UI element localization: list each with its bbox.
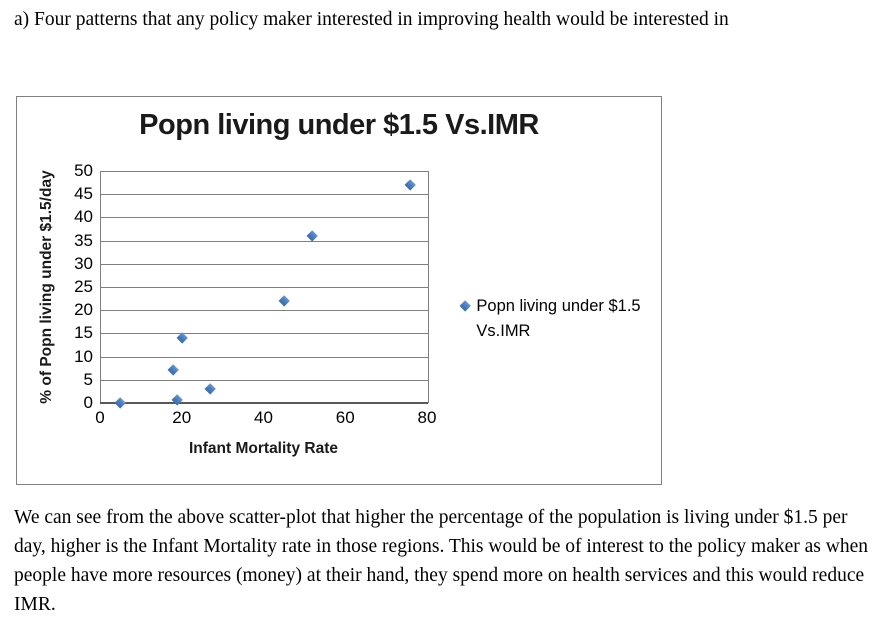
x-axis-title: Infant Mortality Rate bbox=[189, 440, 338, 457]
x-tick-label: 20 bbox=[172, 408, 192, 427]
legend-label: Popn living under $1.5 Vs.IMR bbox=[476, 294, 640, 344]
y-tick-label: 50 bbox=[74, 161, 93, 180]
y-tick-label: 15 bbox=[74, 323, 93, 343]
y-tick-label: 35 bbox=[74, 230, 93, 250]
y-tick-label: 20 bbox=[74, 300, 93, 320]
x-tick-label: 0 bbox=[95, 408, 105, 427]
y-tick-label: 45 bbox=[74, 184, 93, 204]
legend-label-line2: Vs.IMR bbox=[476, 322, 531, 340]
y-tick-label: 5 bbox=[83, 369, 93, 389]
x-tick-label: 60 bbox=[335, 408, 355, 427]
x-axis-line bbox=[100, 402, 428, 404]
gridline bbox=[100, 379, 428, 381]
y-tick-label: 30 bbox=[74, 253, 93, 273]
y-tick-label: 10 bbox=[74, 346, 93, 366]
gridline bbox=[100, 333, 428, 335]
y-tick-label: 40 bbox=[74, 207, 93, 227]
gridline bbox=[100, 171, 428, 172]
chart-title: Popn living under $1.5 Vs.IMR bbox=[139, 109, 539, 141]
y-tick-label: 0 bbox=[83, 393, 93, 412]
gridline bbox=[100, 217, 428, 219]
gridline bbox=[100, 356, 428, 358]
gridline bbox=[100, 287, 428, 288]
chart-legend: Popn living under $1.5 Vs.IMR bbox=[459, 294, 641, 344]
y-tick-label: 25 bbox=[74, 277, 93, 296]
gridline bbox=[100, 194, 428, 196]
document-paragraph: We can see from the above scatter-plot t… bbox=[14, 507, 869, 615]
legend-label-line1: Popn living under $1.5 bbox=[476, 297, 641, 315]
x-tick-label: 80 bbox=[417, 408, 437, 427]
x-tick-label: 40 bbox=[254, 408, 273, 427]
gridline bbox=[100, 263, 428, 265]
gridline bbox=[100, 240, 428, 242]
chart-container: Popn living under $1.5 Vs.IMR Infant Mor… bbox=[16, 96, 662, 485]
legend-diamond-icon bbox=[459, 300, 472, 313]
document-heading: a) Four patterns that any policy maker i… bbox=[14, 9, 729, 30]
gridline bbox=[100, 310, 428, 312]
